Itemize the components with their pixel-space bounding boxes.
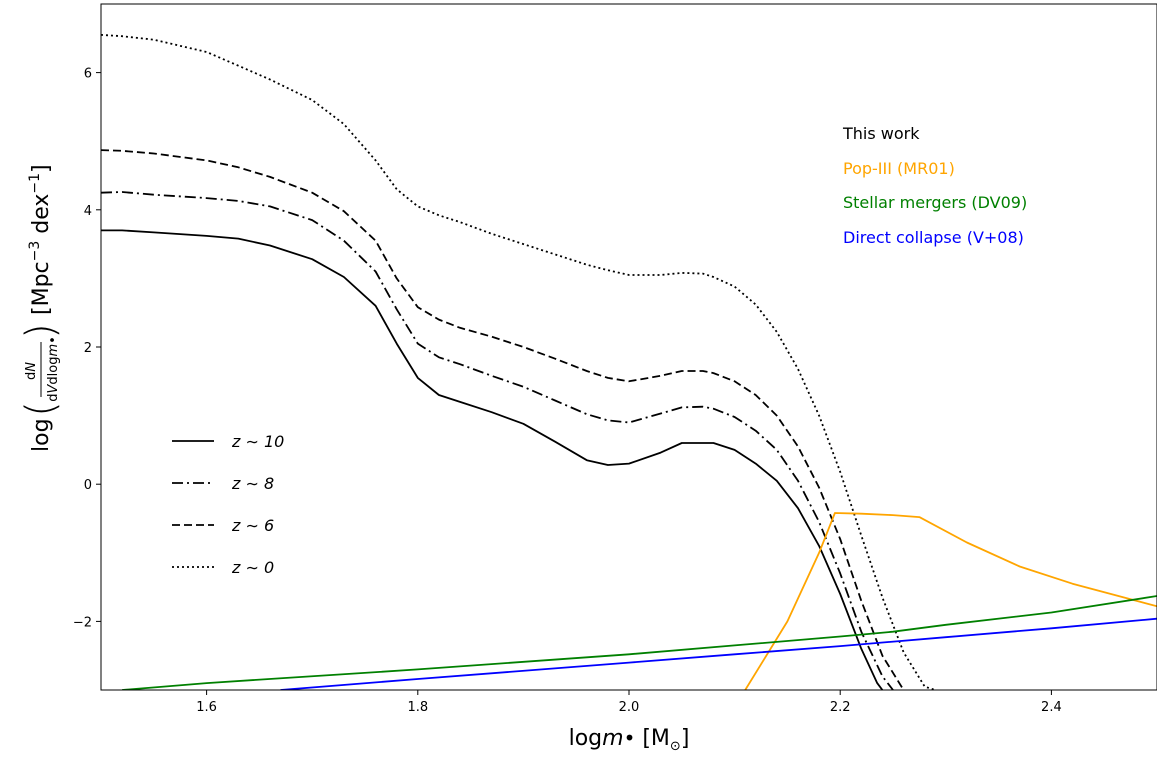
y-axis-ticks: −2 0 2 4 6 — [73, 67, 101, 631]
svg-text:log: log — [29, 418, 54, 452]
legend-label: z ∼ 8 — [231, 474, 274, 493]
svg-text:(: ( — [18, 401, 64, 417]
x-axis-ticks: 1.6 1.8 2.0 2.2 2.4 — [196, 690, 1061, 715]
y-axis-label: log ( dN dVdlogm• ) [Mpc−3 dex−1] — [18, 164, 64, 452]
y-tick-label: 0 — [84, 478, 92, 493]
svg-text:dVdlogm•: dVdlogm• — [46, 336, 61, 402]
x-tick-label: 1.8 — [407, 700, 428, 715]
y-tick-label: 6 — [84, 67, 92, 82]
legend-label: z ∼ 6 — [231, 516, 274, 535]
y-tick-label: −2 — [73, 615, 92, 630]
y-tick-label: 4 — [84, 204, 92, 219]
x-tick-label: 2.2 — [830, 700, 851, 715]
annotation-line: Stellar mergers (DV09) — [843, 193, 1027, 212]
x-tick-label: 1.6 — [196, 700, 217, 715]
x-axis-label: logm• [M⊙] — [569, 726, 690, 754]
y-tick-label: 2 — [84, 341, 92, 356]
annotation-line: Pop-III (MR01) — [843, 159, 955, 178]
svg-text:[Mpc−3 dex−1]: [Mpc−3 dex−1] — [27, 164, 54, 315]
svg-text:dN: dN — [24, 362, 39, 380]
legend-label: z ∼ 0 — [231, 558, 274, 577]
annotation-line: This work — [842, 124, 920, 143]
plot-area — [101, 4, 1157, 690]
legend-label: z ∼ 10 — [231, 432, 284, 451]
x-tick-label: 2.4 — [1041, 700, 1062, 715]
svg-text:): ) — [18, 323, 64, 339]
annotation-line: Direct collapse (V+08) — [843, 228, 1024, 247]
x-tick-label: 2.0 — [619, 700, 640, 715]
